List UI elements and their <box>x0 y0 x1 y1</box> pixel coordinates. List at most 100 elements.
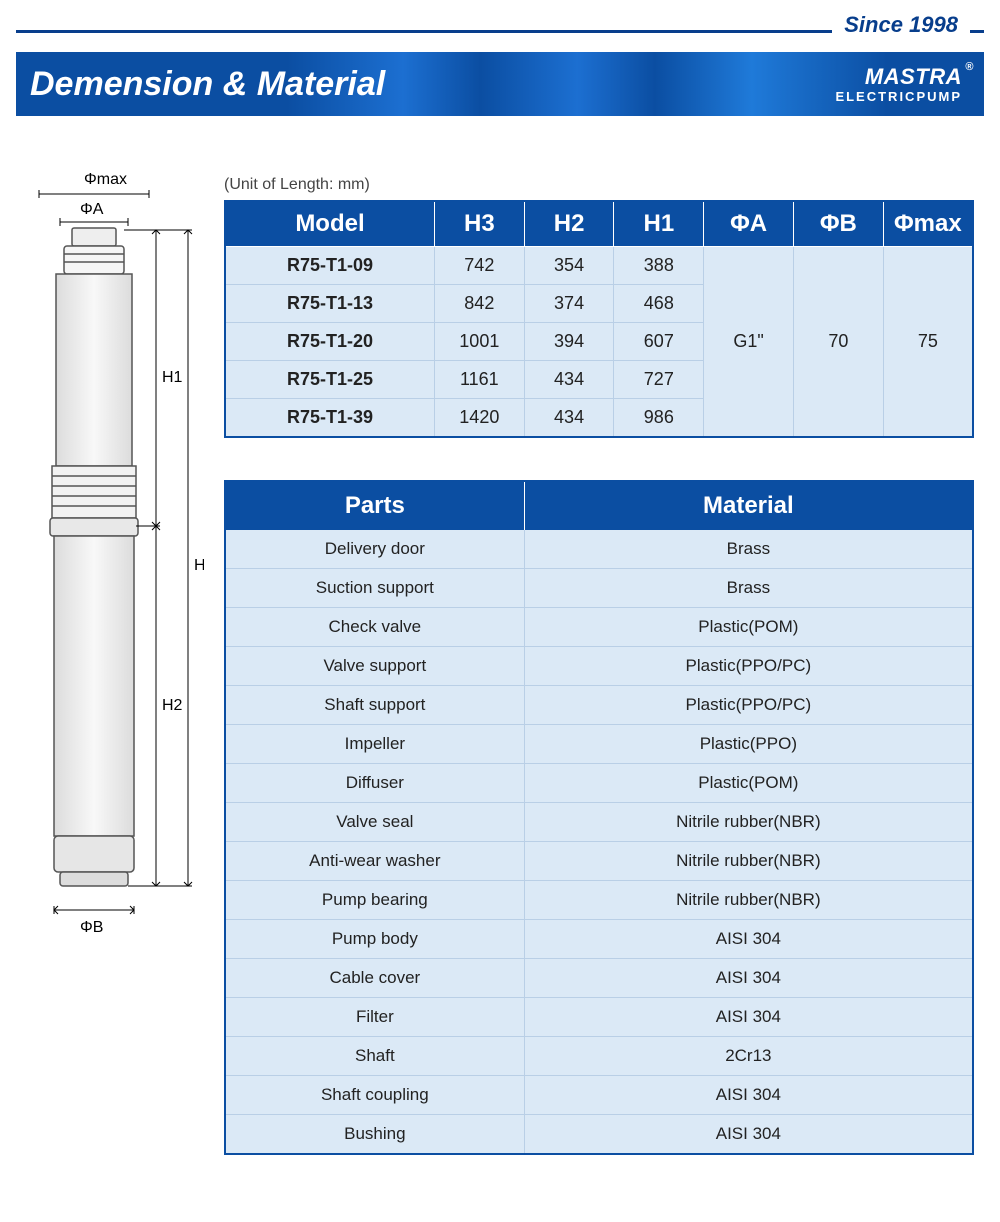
value-cell: 1161 <box>434 361 524 399</box>
table-row: BushingAISI 304 <box>225 1115 973 1155</box>
dims-body: R75-T1-09742354388G1"7075R75-T1-13842374… <box>225 247 973 438</box>
brand-name: MASTRA <box>835 66 962 88</box>
value-cell: 388 <box>614 247 704 285</box>
dims-col-header: Φmax <box>883 201 973 247</box>
material-cell: Plastic(POM) <box>524 608 973 647</box>
part-cell: Bushing <box>225 1115 524 1155</box>
table-row: Suction supportBrass <box>225 569 973 608</box>
page-title: Demension & Material <box>30 65 385 104</box>
value-cell: 374 <box>524 285 614 323</box>
title-banner: Demension & Material MASTRA ELECTRICPUMP <box>16 52 984 116</box>
table-row: Valve sealNitrile rubber(NBR) <box>225 803 973 842</box>
table-row: Anti-wear washerNitrile rubber(NBR) <box>225 842 973 881</box>
dims-col-header: H1 <box>614 201 704 247</box>
value-cell: 986 <box>614 399 704 438</box>
shared-cell: 70 <box>793 247 883 438</box>
table-row: Cable coverAISI 304 <box>225 959 973 998</box>
table-row: Pump bearingNitrile rubber(NBR) <box>225 881 973 920</box>
table-row: ImpellerPlastic(PPO) <box>225 725 973 764</box>
materials-table: PartsMaterial Delivery doorBrassSuction … <box>224 480 974 1155</box>
tables-area: (Unit of Length: mm) ModelH3H2H1ΦAΦBΦmax… <box>224 176 974 1155</box>
material-cell: AISI 304 <box>524 1115 973 1155</box>
shared-cell: G1" <box>704 247 794 438</box>
table-row: FilterAISI 304 <box>225 998 973 1037</box>
material-cell: Plastic(POM) <box>524 764 973 803</box>
table-row: Pump bodyAISI 304 <box>225 920 973 959</box>
mat-header-row: PartsMaterial <box>225 481 973 530</box>
table-row: Shaft2Cr13 <box>225 1037 973 1076</box>
part-cell: Impeller <box>225 725 524 764</box>
material-cell: Plastic(PPO) <box>524 725 973 764</box>
phi-b-label: ΦB <box>80 919 103 936</box>
value-cell: 1001 <box>434 323 524 361</box>
mat-col-header: Parts <box>225 481 524 530</box>
brand-block: MASTRA ELECTRICPUMP <box>835 66 962 103</box>
mat-col-header: Material <box>524 481 973 530</box>
part-cell: Shaft support <box>225 686 524 725</box>
unit-label: (Unit of Length: mm) <box>224 176 974 194</box>
h3-label: H3 <box>194 557 204 574</box>
material-cell: AISI 304 <box>524 1076 973 1115</box>
dims-col-header: H3 <box>434 201 524 247</box>
model-cell: R75-T1-39 <box>225 399 434 438</box>
dims-col-header: ΦB <box>793 201 883 247</box>
model-cell: R75-T1-25 <box>225 361 434 399</box>
model-cell: R75-T1-09 <box>225 247 434 285</box>
model-cell: R75-T1-20 <box>225 323 434 361</box>
value-cell: 742 <box>434 247 524 285</box>
material-cell: Plastic(PPO/PC) <box>524 686 973 725</box>
h2-label: H2 <box>162 697 183 714</box>
part-cell: Shaft <box>225 1037 524 1076</box>
material-cell: AISI 304 <box>524 920 973 959</box>
part-cell: Pump body <box>225 920 524 959</box>
dims-col-header: Model <box>225 201 434 247</box>
material-cell: AISI 304 <box>524 998 973 1037</box>
mat-body: Delivery doorBrassSuction supportBrassCh… <box>225 530 973 1154</box>
value-cell: 434 <box>524 361 614 399</box>
material-cell: Plastic(PPO/PC) <box>524 647 973 686</box>
table-row: Check valvePlastic(POM) <box>225 608 973 647</box>
dimensions-table: ModelH3H2H1ΦAΦBΦmax R75-T1-09742354388G1… <box>224 200 974 438</box>
table-row: DiffuserPlastic(POM) <box>225 764 973 803</box>
phi-a-label: ΦA <box>80 201 104 218</box>
brand-subtitle: ELECTRICPUMP <box>835 90 962 103</box>
h1-label: H1 <box>162 369 183 386</box>
material-cell: 2Cr13 <box>524 1037 973 1076</box>
material-cell: Nitrile rubber(NBR) <box>524 881 973 920</box>
dims-col-header: H2 <box>524 201 614 247</box>
phi-max-label: Φmax <box>84 171 127 188</box>
model-cell: R75-T1-13 <box>225 285 434 323</box>
part-cell: Cable cover <box>225 959 524 998</box>
part-cell: Delivery door <box>225 530 524 569</box>
value-cell: 394 <box>524 323 614 361</box>
table-row: Shaft couplingAISI 304 <box>225 1076 973 1115</box>
table-row: Shaft supportPlastic(PPO/PC) <box>225 686 973 725</box>
material-cell: Nitrile rubber(NBR) <box>524 842 973 881</box>
table-row: R75-T1-09742354388G1"7075 <box>225 247 973 285</box>
part-cell: Diffuser <box>225 764 524 803</box>
part-cell: Shaft coupling <box>225 1076 524 1115</box>
value-cell: 842 <box>434 285 524 323</box>
part-cell: Suction support <box>225 569 524 608</box>
dims-col-header: ΦA <box>704 201 794 247</box>
value-cell: 607 <box>614 323 704 361</box>
material-cell: Brass <box>524 530 973 569</box>
material-cell: Nitrile rubber(NBR) <box>524 803 973 842</box>
part-cell: Valve seal <box>225 803 524 842</box>
part-cell: Anti-wear washer <box>225 842 524 881</box>
part-cell: Valve support <box>225 647 524 686</box>
since-label: Since 1998 <box>832 12 970 38</box>
shared-cell: 75 <box>883 247 973 438</box>
table-row: Valve supportPlastic(PPO/PC) <box>225 647 973 686</box>
table-row: Delivery doorBrass <box>225 530 973 569</box>
pump-diagram-svg: Φmax ΦA <box>24 170 204 950</box>
value-cell: 434 <box>524 399 614 438</box>
pump-diagram: Φmax ΦA <box>24 170 204 950</box>
part-cell: Check valve <box>225 608 524 647</box>
value-cell: 1420 <box>434 399 524 438</box>
material-cell: Brass <box>524 569 973 608</box>
material-cell: AISI 304 <box>524 959 973 998</box>
dims-header-row: ModelH3H2H1ΦAΦBΦmax <box>225 201 973 247</box>
value-cell: 354 <box>524 247 614 285</box>
value-cell: 727 <box>614 361 704 399</box>
